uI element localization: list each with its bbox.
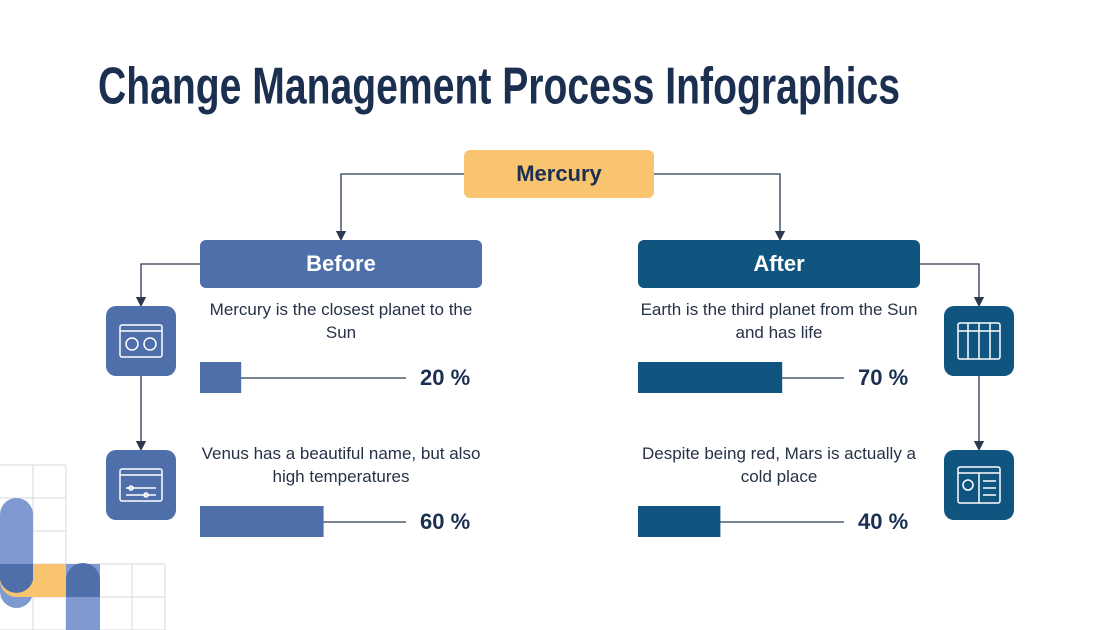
branch-node [200, 240, 482, 288]
value-label: 20 % [420, 365, 470, 390]
branch-label: Before [306, 251, 376, 276]
connectors [135, 173, 985, 452]
root-label: Mercury [516, 161, 602, 186]
branch-node [638, 240, 920, 288]
value-label: 60 % [420, 509, 470, 534]
value-label: 40 % [858, 509, 908, 534]
bar [638, 506, 721, 537]
item-text: Venus has a beautiful name, but also hig… [201, 444, 481, 486]
title: Change Management Process Infographics [98, 58, 900, 116]
bar [638, 362, 783, 393]
item-text: Mercury is the closest planet to the Sun [209, 300, 473, 342]
icons [106, 306, 1014, 520]
bar [200, 506, 324, 537]
branch-label: After [753, 251, 805, 276]
root-node [464, 150, 654, 198]
item-text: Earth is the third planet from the Sun a… [640, 300, 918, 342]
decoration-shapes [0, 498, 100, 630]
bar [200, 362, 242, 393]
item-text: Despite being red, Mars is actually a co… [641, 444, 917, 486]
value-label: 70 % [858, 365, 908, 390]
